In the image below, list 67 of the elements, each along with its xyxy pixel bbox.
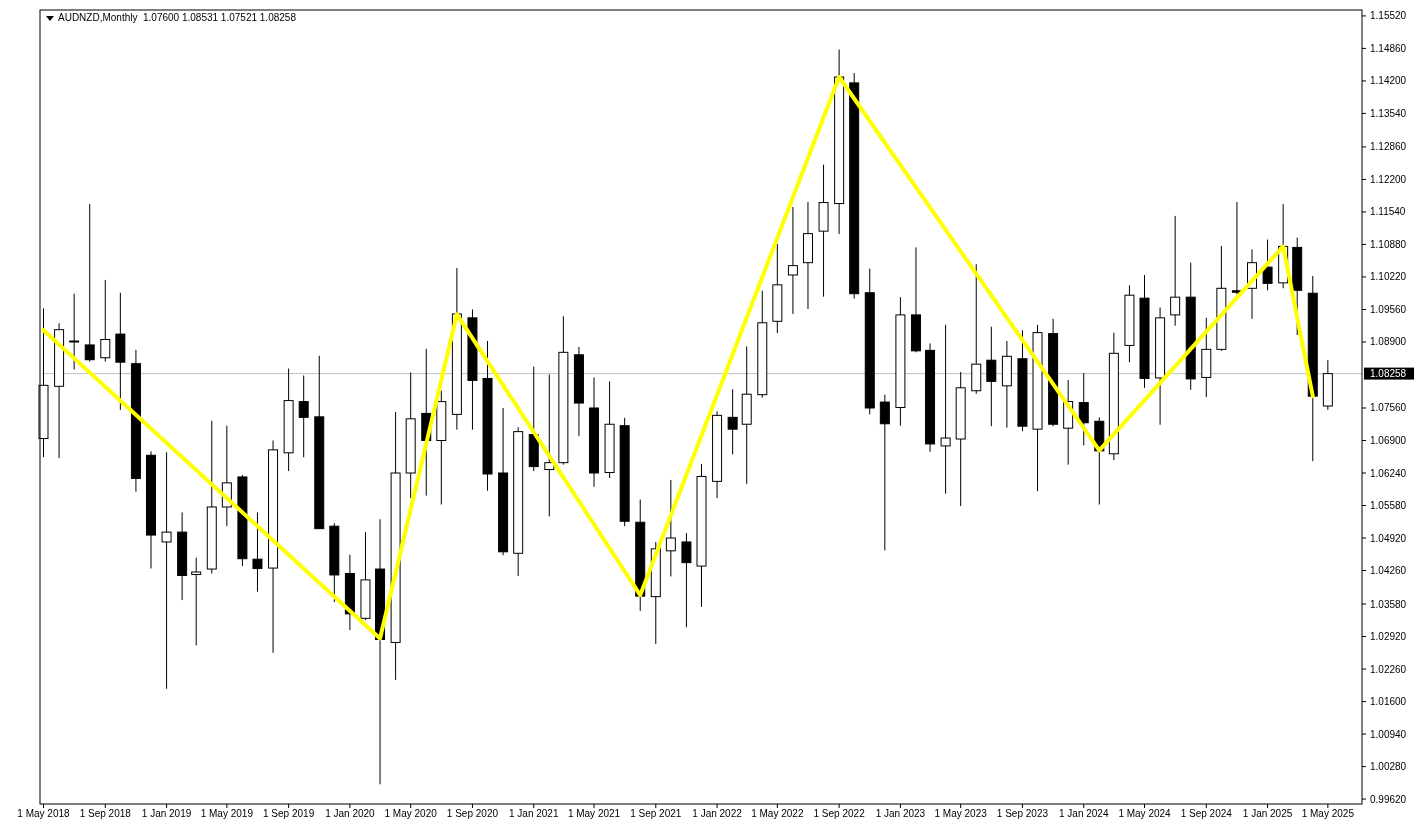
line-series (41, 74, 1315, 641)
y-tick-label: 1.00940 (1370, 728, 1407, 740)
candlestick (1078, 372, 1089, 446)
x-tick-label: 1 Jan 2021 (508, 808, 559, 819)
x-tick-label: 1 May 2024 (1118, 808, 1172, 819)
y-tick-label: 1.06240 (1370, 467, 1407, 479)
candlestick (252, 511, 263, 593)
x-tick-label: 1 Sep 2024 (1180, 808, 1233, 819)
candlestick (298, 374, 309, 458)
y-tick-label: 1.14860 (1370, 42, 1407, 54)
y-tick-label: 1.06900 (1370, 434, 1407, 446)
y-tick-label: 1.04260 (1370, 565, 1407, 577)
candlestick (544, 373, 555, 517)
x-tick-label: 1 Sep 2018 (79, 808, 132, 819)
candlestick (1170, 215, 1181, 327)
y-tick-label: 1.09560 (1370, 303, 1407, 315)
x-tick-label: 1 May 2019 (200, 808, 254, 819)
y-tick-label: 1.02260 (1370, 663, 1407, 675)
chart-title: AUDNZD,Monthly 1.07600 1.08531 1.07521 1.08258 (58, 12, 297, 23)
y-tick-label: 1.12200 (1370, 173, 1407, 185)
candlestick (665, 479, 676, 577)
x-tick-label: 1 Sep 2020 (446, 808, 499, 819)
y-tick-label: 1.01600 (1370, 696, 1407, 708)
y-tick-label: 1.15520 (1370, 10, 1407, 22)
y-tick-label: 1.00280 (1370, 761, 1407, 773)
candlestick (879, 394, 890, 551)
y-tick-label: 1.02920 (1370, 631, 1407, 643)
y-tick-label: 1.12860 (1370, 141, 1407, 153)
x-tick-label: 1 Jan 2022 (692, 808, 743, 819)
candlestick (1231, 201, 1242, 295)
x-tick-label: 1 Jan 2024 (1058, 808, 1109, 819)
y-tick-label: 1.11540 (1370, 206, 1406, 218)
candlestick (986, 326, 997, 427)
candlestick (191, 557, 202, 646)
x-tick-label: 1 Jan 2023 (875, 808, 926, 819)
x-tick-label: 1 May 2020 (384, 808, 438, 819)
y-tick-label: 1.08900 (1370, 336, 1407, 348)
candlestick (100, 279, 111, 363)
candlestick (161, 451, 172, 690)
ref-line-label: 1.08258 (1370, 368, 1407, 380)
x-tick-label: 1 Sep 2021 (630, 808, 682, 819)
x-tick-label: 1 May 2021 (567, 808, 621, 819)
candlestick (940, 324, 951, 495)
y-tick-label: 1.10880 (1370, 238, 1407, 250)
x-tick-label: 1 Jan 2025 (1242, 808, 1293, 819)
x-tick-label: 1 Jan 2019 (141, 808, 192, 819)
x-tick-label: 1 May 2023 (934, 808, 988, 819)
candlestick (69, 293, 80, 371)
y-tick-label: 1.13540 (1370, 107, 1407, 119)
x-tick-label: 1 Sep 2019 (263, 808, 315, 819)
x-tick-label: 1 Sep 2022 (813, 808, 866, 819)
x-tick-label: 1 May 2018 (17, 808, 71, 819)
candlestick (681, 532, 692, 628)
y-tick-label: 1.04920 (1370, 532, 1407, 544)
candlestick (727, 388, 738, 455)
x-tick-label: 1 Sep 2023 (996, 808, 1049, 819)
candlestick (84, 203, 95, 363)
y-tick-label: 1.14200 (1370, 75, 1407, 87)
y-tick-label: 1.05580 (1370, 500, 1407, 512)
y-tick-label: 1.10220 (1370, 271, 1407, 283)
x-tick-label: 1 May 2025 (1301, 808, 1355, 819)
candlestick (787, 206, 798, 315)
y-tick-label: 1.07560 (1370, 402, 1407, 414)
x-tick-label: 1 May 2022 (751, 808, 804, 819)
y-tick-label: 0.99620 (1370, 793, 1407, 805)
x-tick-label: 1 Jan 2020 (325, 808, 376, 819)
y-tick-label: 1.03580 (1370, 598, 1407, 610)
